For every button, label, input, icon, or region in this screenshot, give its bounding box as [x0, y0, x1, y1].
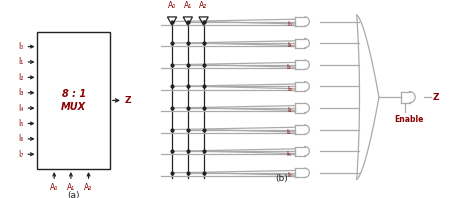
Text: A₂: A₂ — [84, 183, 93, 192]
Text: I₁: I₁ — [287, 43, 292, 49]
Text: A₁: A₁ — [184, 1, 192, 10]
Text: Z: Z — [125, 96, 131, 105]
Text: I₇: I₇ — [18, 150, 24, 159]
Text: I₇: I₇ — [287, 172, 292, 178]
Text: A₀: A₀ — [168, 1, 176, 10]
Text: I₂: I₂ — [18, 73, 24, 82]
Text: I₆: I₆ — [287, 150, 292, 157]
Text: Z: Z — [433, 93, 439, 102]
Bar — [37, 32, 110, 169]
Text: I₃: I₃ — [18, 88, 24, 97]
Text: 8 : 1: 8 : 1 — [62, 89, 86, 99]
Text: I₄: I₄ — [18, 104, 24, 113]
Text: I₃: I₃ — [287, 86, 292, 92]
Text: I₀: I₀ — [18, 42, 24, 51]
Text: A₂: A₂ — [200, 1, 208, 10]
Text: I₀: I₀ — [287, 21, 292, 27]
Text: (a): (a) — [67, 191, 80, 198]
Text: MUX: MUX — [61, 102, 86, 112]
Text: I₅: I₅ — [287, 129, 292, 135]
Text: I₆: I₆ — [18, 134, 24, 143]
Text: I₂: I₂ — [287, 64, 292, 70]
Text: (b): (b) — [275, 174, 288, 183]
Text: A₀: A₀ — [50, 183, 58, 192]
Text: A₁: A₁ — [67, 183, 75, 192]
Text: Enable: Enable — [394, 115, 424, 124]
Text: I₁: I₁ — [18, 57, 24, 67]
Text: I₄: I₄ — [287, 107, 292, 113]
Text: I₅: I₅ — [18, 119, 24, 128]
